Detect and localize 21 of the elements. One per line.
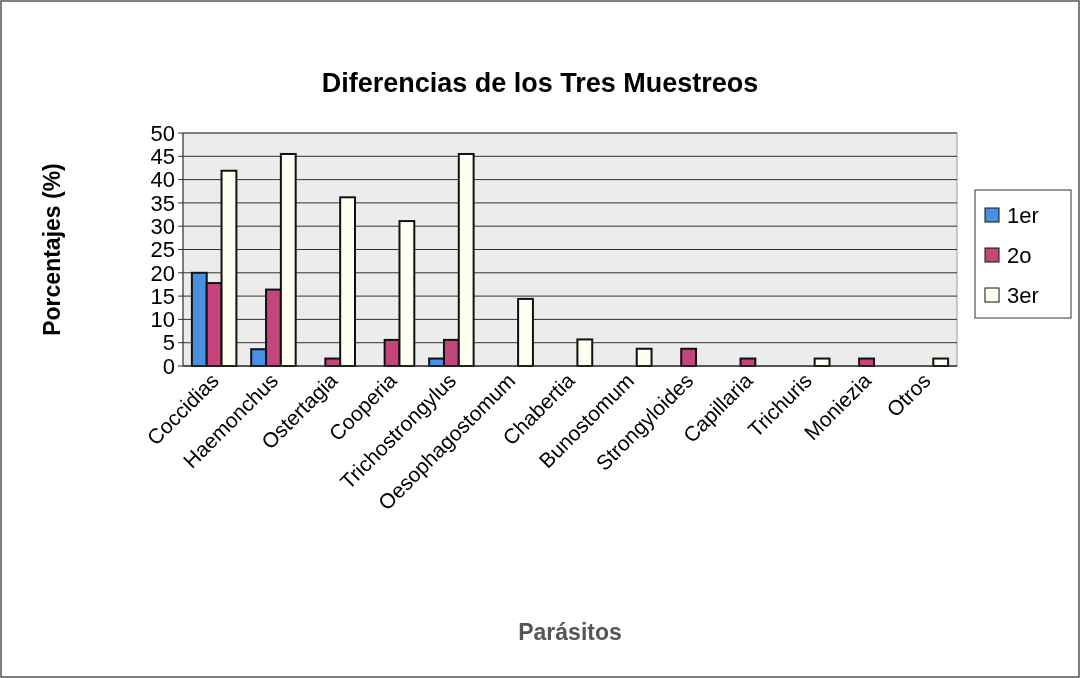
chart-title: Diferencias de los Tres Muestreos bbox=[321, 68, 759, 98]
y-axis-title: Porcentajes (%) bbox=[39, 163, 65, 336]
y-tick-label: 40 bbox=[150, 167, 175, 193]
y-tick-label: 20 bbox=[150, 260, 175, 286]
bar bbox=[517, 297, 534, 367]
y-tick-label: 25 bbox=[150, 237, 175, 263]
y-tick-label: 50 bbox=[150, 120, 175, 146]
y-tick-label: 30 bbox=[150, 213, 175, 239]
legend-label: 2o bbox=[1007, 242, 1032, 268]
legend-label: 1er bbox=[1007, 202, 1039, 228]
bar bbox=[635, 347, 653, 367]
x-axis-title: Parásitos bbox=[518, 619, 622, 645]
y-tick-label: 5 bbox=[162, 330, 175, 356]
y-tick-label: 10 bbox=[150, 307, 175, 333]
y-tick-label: 15 bbox=[150, 283, 175, 309]
y-tick-label: 0 bbox=[162, 353, 175, 379]
y-tick-label: 35 bbox=[150, 190, 175, 216]
bar bbox=[576, 338, 594, 367]
legend-label: 3er bbox=[1007, 282, 1039, 308]
y-tick-label: 45 bbox=[150, 144, 175, 169]
bar bbox=[680, 347, 698, 367]
